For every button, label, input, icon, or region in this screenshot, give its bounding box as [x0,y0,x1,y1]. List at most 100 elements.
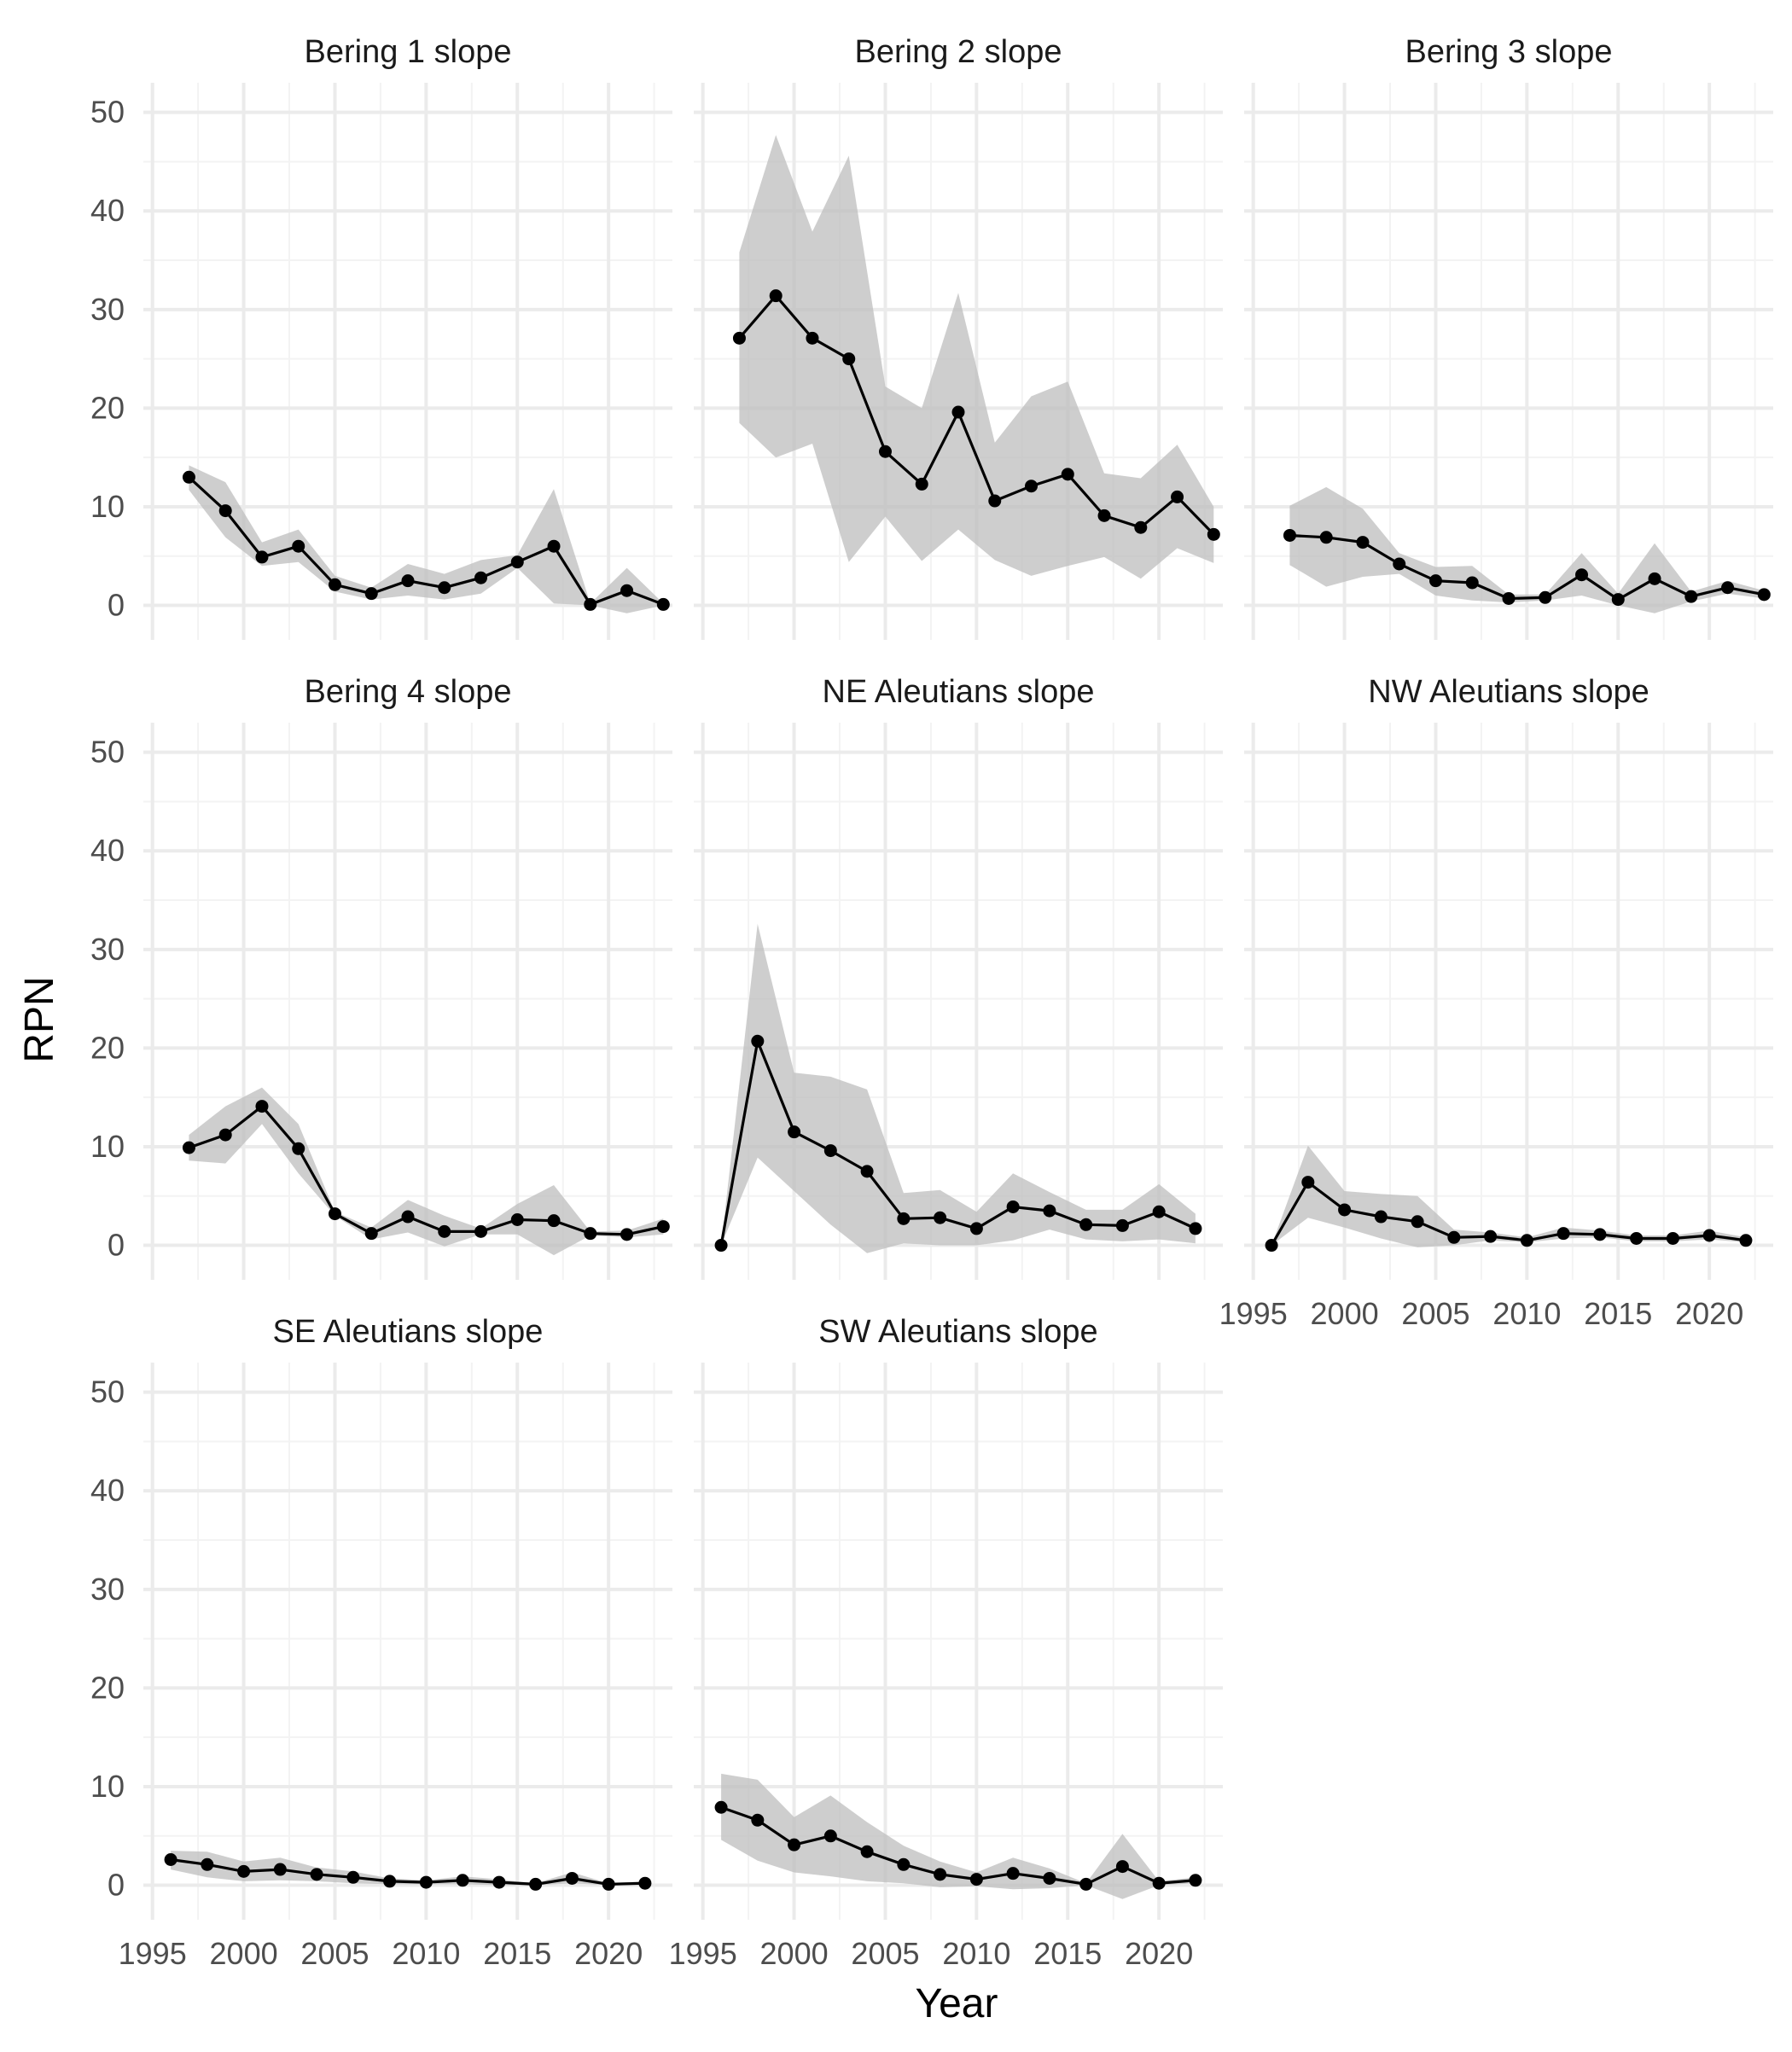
x-tick-label: 1995 [119,1936,187,1971]
data-point [656,597,670,611]
y-tick-label: 50 [90,95,125,130]
data-point [292,539,305,553]
x-tick-label: 2005 [1401,1296,1469,1331]
data-point [1134,520,1148,534]
confidence-band [171,1851,645,1886]
y-tick-label: 0 [108,1868,125,1903]
data-point [806,331,819,345]
data-point [547,539,561,553]
data-point [565,1871,579,1885]
x-axis-title: Year [916,1981,998,2026]
y-tick-label: 50 [90,735,125,770]
data-point [1393,557,1406,571]
data-point [1006,1200,1020,1213]
panel-bering-3-slope: Bering 3 slope [1244,34,1773,640]
data-point [897,1212,911,1225]
data-point [1447,1230,1461,1244]
data-point [969,1873,983,1886]
data-point [714,1800,728,1814]
data-point [1702,1229,1716,1242]
data-point [1171,490,1184,503]
y-tick-label: 50 [90,1375,125,1410]
data-point [1079,1218,1093,1231]
data-point [860,1845,874,1858]
y-tick-label: 10 [90,1129,125,1164]
data-point [456,1874,469,1887]
panel-title: SE Aleutians slope [273,1314,544,1350]
confidence-band [1271,1145,1746,1247]
data-point [1721,581,1735,595]
data-point [383,1875,397,1888]
x-tick-label: 2020 [1125,1936,1193,1971]
series-line [1289,533,1765,602]
data-point [492,1875,506,1889]
x-tick-label: 1995 [669,1936,737,1971]
x-tick-label: 2015 [1033,1936,1102,1971]
data-point [1556,1227,1570,1241]
y-tick-label: 30 [90,932,125,967]
y-tick-label: 40 [90,193,125,228]
panel-bering-1-slope: Bering 1 slope 0 10 20 30 40 50 [90,34,672,640]
data-point [1338,1203,1352,1217]
data-point [842,352,856,366]
y-tick-label: 0 [108,1228,125,1263]
series-line [738,294,1215,536]
data-point [584,1227,597,1241]
data-point [1283,528,1296,542]
data-point [164,1852,177,1866]
x-tick-label: 2010 [942,1936,1010,1971]
data-point [1115,1218,1129,1232]
data-point [1502,591,1516,605]
data-point [934,1868,947,1881]
data-point [364,587,378,601]
data-point [292,1142,305,1155]
data-point [1593,1228,1607,1241]
data-point [1207,527,1220,541]
panel-title: Bering 3 slope [1405,34,1613,70]
data-point [751,1034,765,1048]
data-point [823,1829,837,1843]
y-tick-label: 10 [90,1769,125,1804]
data-point [474,1224,488,1238]
data-point [1520,1234,1533,1247]
data-point [915,477,928,491]
panel-sw-aleutians-slope: SW Aleutians slope 1995 2000 2005 2010 2015 20… [669,1314,1223,1971]
data-point [602,1877,615,1891]
x-tick-label: 2020 [574,1936,643,1971]
data-point [1575,568,1589,582]
data-point [1025,480,1039,493]
x-tick-label: 2000 [210,1936,278,1971]
data-point [934,1211,947,1224]
data-point [788,1838,801,1851]
data-point [1189,1874,1202,1887]
x-tick-label: 2010 [1492,1296,1561,1331]
panel-title: Bering 2 slope [855,34,1062,70]
confidence-band [189,1087,664,1256]
data-point [438,581,451,595]
data-point [1465,576,1479,590]
data-point [714,1239,728,1253]
data-point [638,1876,652,1890]
data-point [529,1877,543,1891]
data-point [328,1207,341,1221]
data-point [1611,593,1625,607]
data-point [1666,1231,1679,1245]
y-tick-label: 20 [90,390,125,425]
data-point [951,405,965,419]
panel-title: SW Aleutians slope [818,1314,1097,1350]
data-point [751,1813,765,1827]
y-tick-label: 40 [90,833,125,868]
y-tick-label: 40 [90,1473,125,1508]
y-tick-label: 30 [90,292,125,327]
confidence-band [721,1773,1196,1899]
data-point [273,1863,287,1876]
x-tick-label: 2015 [483,1936,551,1971]
data-point [823,1144,837,1158]
data-point [732,331,746,345]
data-point [218,504,232,518]
data-point [1428,574,1442,588]
panel-se-aleutians-slope: SE Aleutians slope 0 10 20 30 40 50 1995 2000 200… [90,1314,672,1971]
y-tick-label: 0 [108,588,125,623]
